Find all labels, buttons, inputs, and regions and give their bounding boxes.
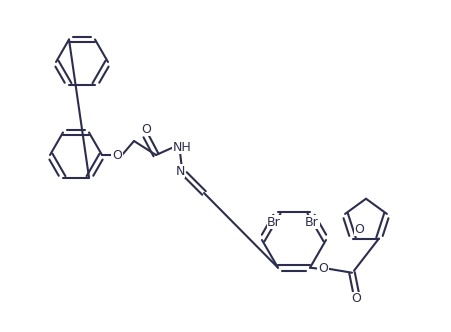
Text: O: O xyxy=(351,292,361,305)
Text: NH: NH xyxy=(173,140,191,153)
Text: N: N xyxy=(175,164,185,178)
Text: Br: Br xyxy=(267,216,281,229)
Text: O: O xyxy=(112,148,122,161)
Text: O: O xyxy=(141,123,151,135)
Text: O: O xyxy=(318,262,328,275)
Text: O: O xyxy=(354,223,364,236)
Text: Br: Br xyxy=(305,216,319,229)
